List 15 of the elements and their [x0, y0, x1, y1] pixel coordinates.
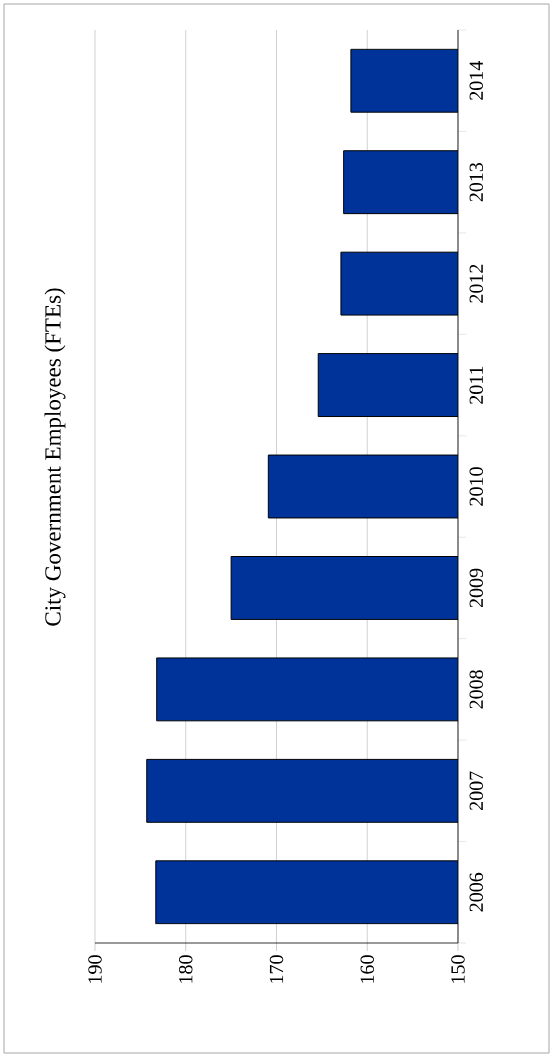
- y-tick-label: 2008: [469, 670, 484, 709]
- x-tick-label: 190: [88, 955, 102, 983]
- y-tick-label: 2012: [469, 264, 484, 303]
- text: City Government Employees (FTEs): [44, 288, 66, 626]
- y-tick-label: 2011: [469, 366, 484, 404]
- y-tick-label: 2014: [469, 61, 484, 100]
- x-tick-label: 180: [179, 955, 193, 983]
- y-tick-label: 2007: [469, 771, 484, 810]
- x-tick-label: 170: [269, 955, 284, 983]
- y-tick-label: 2013: [469, 162, 484, 202]
- y-tick-label: 2010: [469, 467, 484, 506]
- y-tick-label: 2006: [469, 872, 484, 912]
- x-tick-label: 150: [451, 955, 465, 983]
- y-tick-label: 2009: [469, 568, 484, 608]
- x-tick-label: 160: [360, 955, 374, 983]
